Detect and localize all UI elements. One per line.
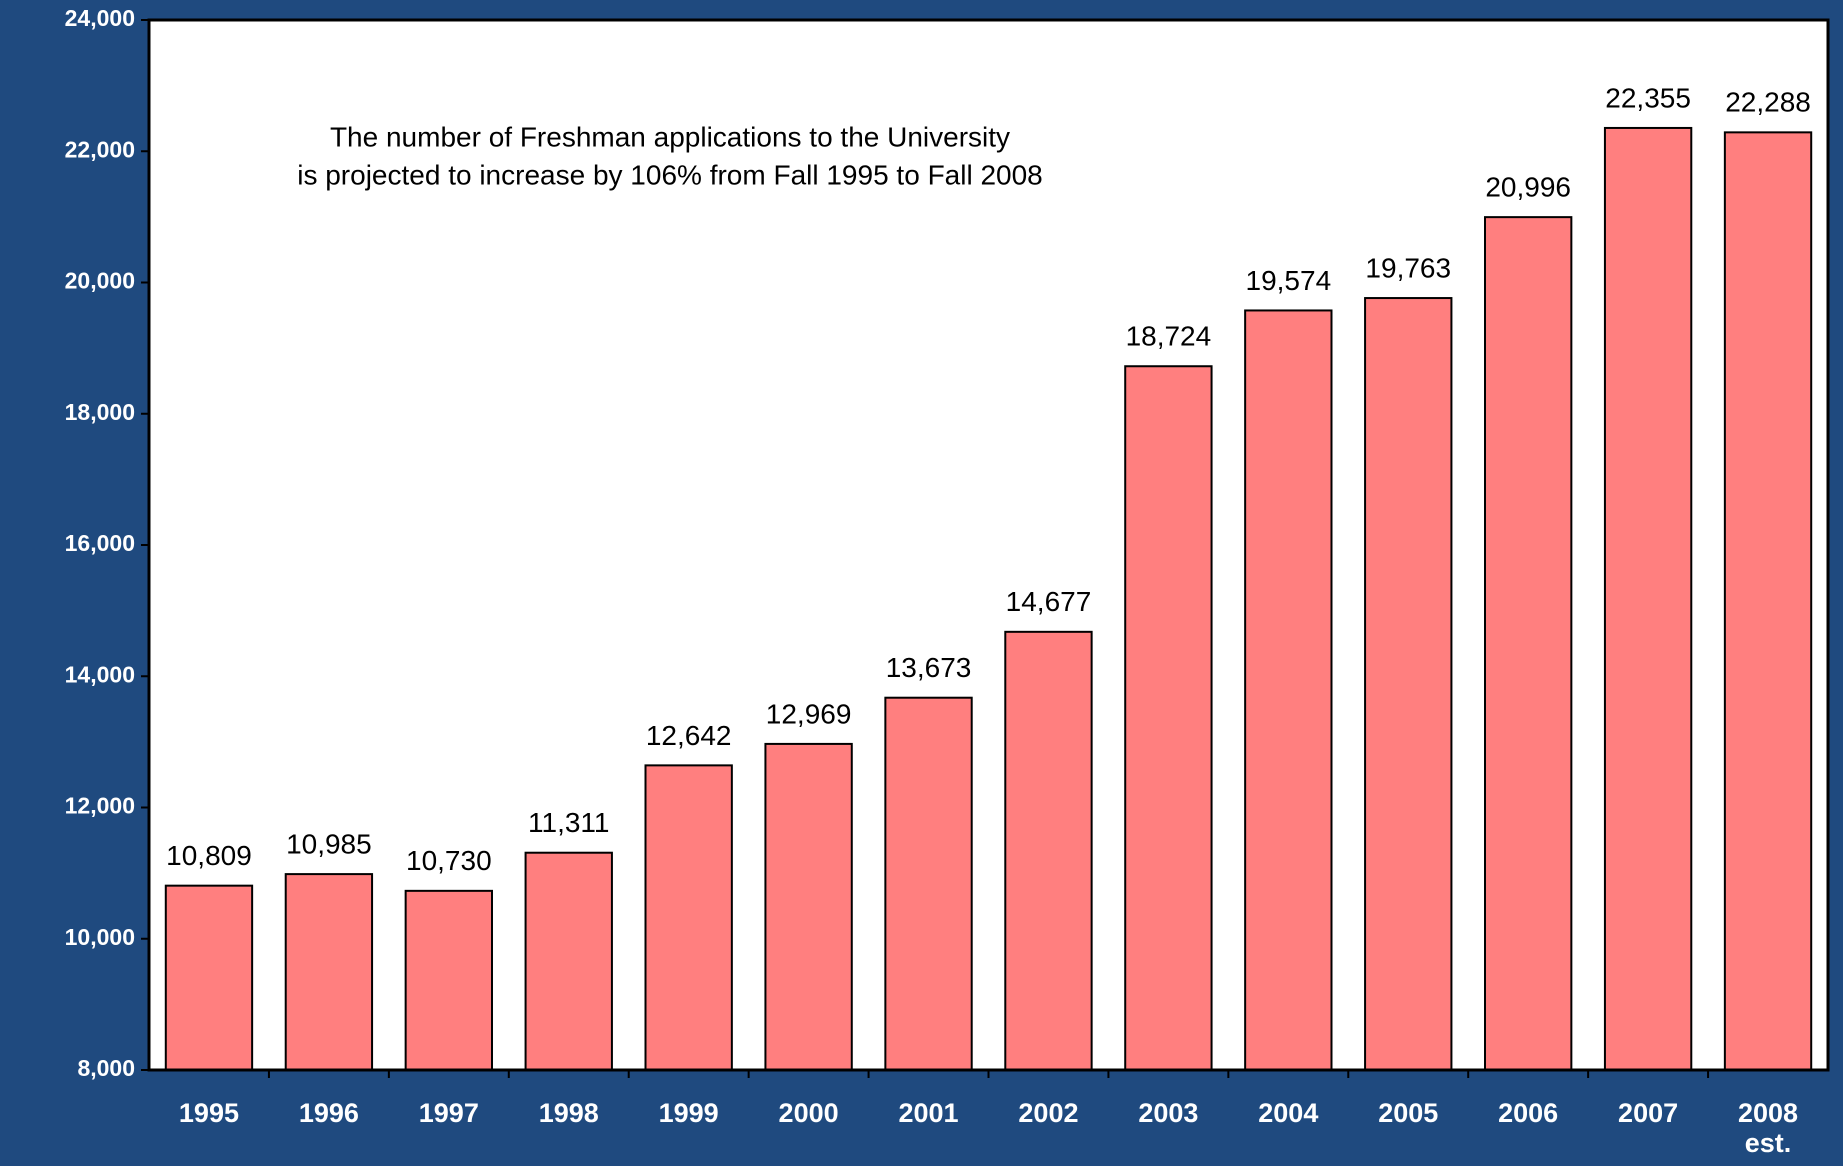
x-tick-label: 1998	[538, 1098, 599, 1128]
x-tick-label: 2002	[1018, 1098, 1079, 1128]
value-label: 14,677	[1006, 586, 1092, 617]
x-tick-label: 2006	[1498, 1098, 1559, 1128]
y-tick-label: 16,000	[65, 530, 135, 556]
bar	[1124, 365, 1213, 1071]
bar	[284, 873, 374, 1071]
value-label: 10,730	[406, 845, 492, 876]
bar	[1004, 630, 1093, 1072]
bar	[884, 696, 973, 1071]
x-tick-label: 2007	[1618, 1098, 1679, 1128]
value-label: 22,288	[1725, 87, 1811, 118]
y-tick-label: 8,000	[77, 1055, 135, 1081]
value-label: 22,355	[1605, 82, 1691, 113]
x-tick-label: 1996	[298, 1098, 359, 1128]
value-label: 12,642	[646, 720, 732, 751]
x-tick-label: 2004	[1258, 1098, 1319, 1128]
bar	[164, 884, 254, 1071]
value-label: 19,763	[1365, 252, 1451, 283]
bar	[1484, 216, 1573, 1071]
value-label: 19,574	[1246, 265, 1332, 296]
y-tick-label: 12,000	[65, 793, 135, 819]
plot-border	[147, 18, 1830, 1072]
value-label: 11,311	[528, 807, 609, 838]
x-tick-label: 2001	[898, 1098, 959, 1128]
x-tick-label: 1997	[418, 1098, 479, 1128]
value-label: 20,996	[1485, 172, 1571, 203]
y-tick-label: 20,000	[65, 268, 135, 294]
annotation: The number of Freshman applications to t…	[330, 121, 1010, 152]
x-tick-label: 2000	[778, 1098, 839, 1128]
annotation: is projected to increase by 106% from Fa…	[297, 159, 1043, 190]
bar	[524, 851, 613, 1072]
x-tick-label: 1999	[658, 1098, 719, 1128]
x-tick-label: 1995	[178, 1098, 239, 1128]
bar	[1603, 126, 1693, 1071]
y-tick-label: 22,000	[65, 136, 135, 162]
bar	[404, 889, 493, 1071]
bar	[1723, 131, 1813, 1072]
bar	[1244, 309, 1333, 1071]
y-tick-label: 14,000	[65, 661, 135, 687]
bar	[764, 742, 853, 1071]
y-tick-label: 10,000	[65, 924, 135, 950]
bar	[644, 764, 733, 1072]
x-tick-label: 2003	[1138, 1098, 1199, 1128]
value-label: 13,673	[886, 652, 972, 683]
value-label: 18,724	[1126, 321, 1212, 352]
y-tick-label: 24,000	[65, 5, 135, 31]
value-label: 10,985	[286, 829, 372, 860]
y-tick-label: 18,000	[65, 399, 135, 425]
x-tick-label: 2008 est.	[1737, 1098, 1799, 1158]
value-label: 12,969	[766, 698, 852, 729]
bar	[1364, 297, 1453, 1072]
x-tick-label: 2005	[1378, 1098, 1439, 1128]
value-label: 10,809	[166, 840, 252, 871]
